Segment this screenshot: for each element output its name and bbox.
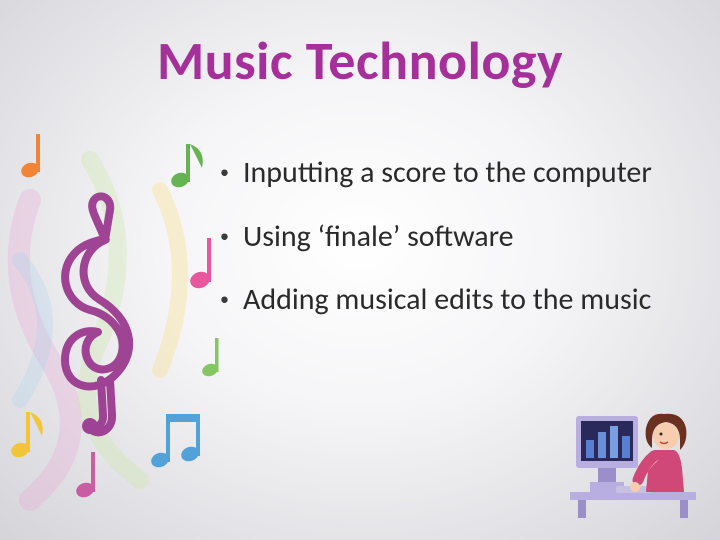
bullet-item: • Using ‘finale’ software — [220, 212, 660, 262]
bullet-marker: • — [220, 222, 229, 252]
bullet-item: • Adding musical edits to the music — [220, 275, 660, 325]
slide-title: Music Technology — [0, 28, 720, 94]
bullet-text: Inputting a score to the computer — [243, 148, 652, 198]
bullet-text: Using ‘finale’ software — [243, 212, 514, 262]
music-notes-illustration — [0, 120, 250, 520]
bullet-marker: • — [220, 285, 229, 315]
bullet-item: • Inputting a score to the computer — [220, 148, 660, 198]
person-at-computer-illustration — [568, 398, 698, 518]
bullet-marker: • — [220, 158, 229, 188]
bullet-list: • Inputting a score to the computer • Us… — [220, 148, 660, 339]
bullet-text: Adding musical edits to the music — [243, 275, 651, 325]
